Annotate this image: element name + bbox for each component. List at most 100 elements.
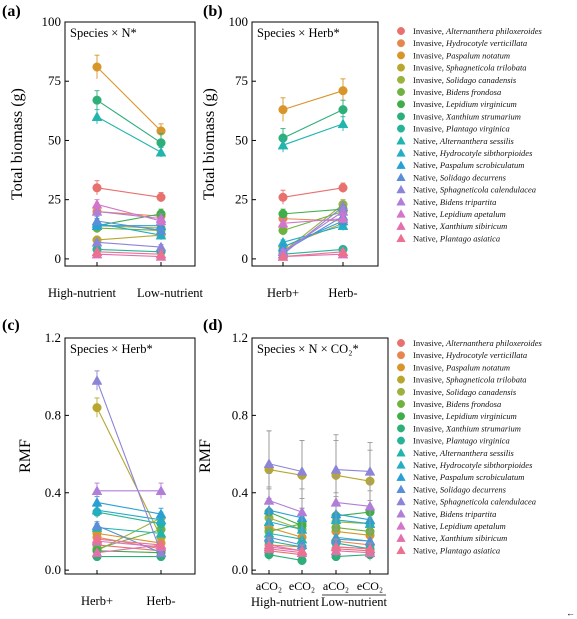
y-tick-label: 25 xyxy=(235,192,248,207)
plot-frame xyxy=(64,337,196,575)
y-tick-label: 50 xyxy=(235,132,248,147)
x-tick-label: aCO₂ xyxy=(256,579,282,593)
series-line xyxy=(268,536,303,546)
data-point xyxy=(330,464,342,474)
data-point xyxy=(263,541,275,552)
legend-marker xyxy=(397,39,405,48)
legend-marker xyxy=(396,148,406,157)
panel-annotation: Species × N × CO₂* xyxy=(257,342,359,356)
legend-item: Invasive, Bidens frondosa xyxy=(397,399,501,409)
legend-label: Native, Plantago asiatica xyxy=(413,545,500,555)
x-tick-label: High-nutrient xyxy=(48,286,117,300)
series-line xyxy=(96,536,162,550)
x-tick-label: eCO₂ xyxy=(357,579,383,593)
legend-item: Native, Hydrocotyle sibthorpioides xyxy=(396,148,533,158)
y-tick-label: 0.8 xyxy=(45,407,61,422)
legend-item: Invasive, Alternanthera philoxeroides xyxy=(397,26,543,36)
series-line xyxy=(335,540,371,546)
data-point xyxy=(155,539,167,550)
legend-item: Invasive, Bidens frondosa xyxy=(397,87,501,97)
legend-item: Invasive, Lepidium virginicum xyxy=(397,99,517,109)
data-point xyxy=(277,217,289,228)
data-point xyxy=(156,192,166,202)
legend-marker xyxy=(396,209,406,218)
data-point xyxy=(91,236,103,247)
legend-label: Native, Sphagneticola calendulacea xyxy=(413,497,536,507)
series-line xyxy=(268,548,303,554)
series-line xyxy=(282,248,344,255)
series-line xyxy=(96,99,162,144)
y-tick-label: 1.2 xyxy=(45,330,61,345)
legend-item: Native, Plantago asiatica xyxy=(396,545,500,555)
panel-letter: (b) xyxy=(203,3,223,20)
legend-marker xyxy=(397,400,405,408)
panel-letter: (c) xyxy=(2,317,20,334)
legend-item: Invasive, Sphagneticola trilobata xyxy=(397,375,527,385)
series-line xyxy=(282,251,344,258)
data-point xyxy=(92,62,102,72)
legend-label: Invasive, Hydrocotyle verticillata xyxy=(413,38,527,48)
x-tick-label: Herb+ xyxy=(267,286,299,300)
series-line xyxy=(96,220,162,232)
data-point xyxy=(91,215,103,226)
series-line xyxy=(268,550,303,556)
legend-label: Native, Lepidium apetalum xyxy=(413,209,506,219)
data-point xyxy=(155,146,167,157)
series-line xyxy=(268,521,303,531)
legend-label: Native, Lepidium apetalum xyxy=(413,521,506,531)
series-line xyxy=(268,463,303,473)
legend-label: Invasive, Xanthium strumarium xyxy=(413,111,521,121)
series-line xyxy=(282,187,344,198)
series-line xyxy=(335,546,371,550)
data-point xyxy=(330,496,342,507)
y-tick-label: 0 xyxy=(55,251,62,266)
legend-marker xyxy=(396,136,406,145)
panel-d: (d) 0.0 0.4 0.8 1.2 aCO₂ eCO₂ aCO₂ eCO₂ High-nutr… xyxy=(197,317,389,609)
data-point xyxy=(338,183,348,193)
legend-label: Native, Plantago asiatica xyxy=(413,233,500,243)
series-line xyxy=(335,550,371,554)
series-line xyxy=(282,218,344,224)
legend-item: Invasive, Plantago virginica xyxy=(397,436,510,446)
x-tick-label: Herb+ xyxy=(81,594,113,608)
data-point xyxy=(92,95,102,105)
legend-label: Invasive, Hydrocotyle verticillata xyxy=(413,350,527,360)
legend-marker xyxy=(396,460,406,469)
series-line xyxy=(282,211,344,253)
legend-item: Invasive, Xanthium strumarium xyxy=(397,423,521,433)
legend-item: Invasive, Hydrocotyle verticillata xyxy=(397,350,527,360)
data-point xyxy=(277,251,289,261)
data-point xyxy=(278,192,288,202)
y-tick-label: 75 xyxy=(48,73,61,88)
legend-item: Invasive, Hydrocotyle verticillata xyxy=(397,38,527,48)
x-tick-label: aCO₂ xyxy=(323,579,349,593)
data-point xyxy=(91,246,103,256)
series-line xyxy=(268,546,303,552)
y-axis-label: RMF xyxy=(197,439,214,473)
legend-marker xyxy=(396,496,406,506)
series-line xyxy=(96,544,162,554)
data-point xyxy=(263,495,275,505)
data-point xyxy=(364,466,376,476)
y-tick-label: 0.4 xyxy=(45,485,62,500)
y-tick-label: 0 xyxy=(242,251,249,266)
panel-annotation: Species × Herb* xyxy=(257,26,340,40)
series-line xyxy=(335,501,371,507)
y-tick-label: 0.0 xyxy=(45,562,61,577)
legend-label: Invasive, Xanthium strumarium xyxy=(413,423,521,433)
data-point xyxy=(91,111,103,121)
legend-item: Invasive, Lepidium virginicum xyxy=(397,411,517,421)
legend-label: Native, Bidens tripartita xyxy=(413,509,496,519)
y-tick-label: 1.2 xyxy=(232,330,248,345)
legend-marker xyxy=(397,75,405,84)
series-line xyxy=(268,468,303,476)
series-line xyxy=(268,509,303,519)
panel-annotation: Species × Herb* xyxy=(70,342,153,356)
legend-item: Native, Bidens tripartita xyxy=(396,197,496,207)
legend-label: Invasive, Bidens frondosa xyxy=(413,399,501,409)
data-point xyxy=(91,485,103,496)
legend-marker xyxy=(396,509,406,518)
legend-label: Native, Solidago decurrens xyxy=(413,172,507,182)
series-line xyxy=(96,66,162,132)
legend-label: Native, Solidago decurrens xyxy=(413,484,507,494)
